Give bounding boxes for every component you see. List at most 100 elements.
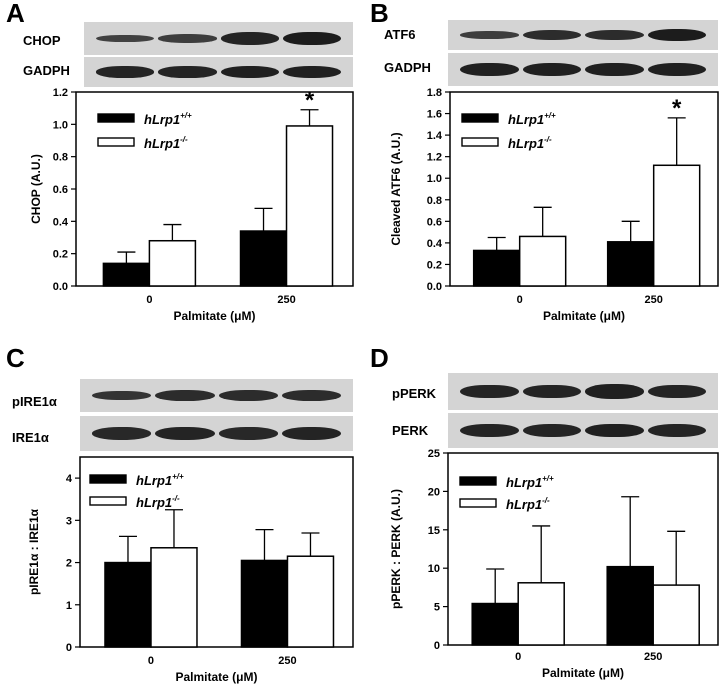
- blot-label-atf6: ATF6: [384, 27, 416, 42]
- y-tick-label: 0.8: [53, 152, 68, 164]
- blot-band: [585, 384, 644, 399]
- y-tick-label: 1.8: [427, 87, 442, 99]
- y-tick-label: 0: [66, 642, 72, 654]
- legend-label-wt: hLrp1+/+: [144, 111, 192, 127]
- bar-wt-250: [239, 230, 288, 287]
- blot-band: [158, 66, 217, 78]
- legend-superscript: -/-: [544, 135, 552, 144]
- legend-label-ko: hLrp1-/-: [144, 135, 188, 151]
- legend-swatch-ko: [461, 137, 499, 147]
- panel-d: D pPERK PERK 0 5 10 15 20 25 pPERK : PERK (A.U…: [362, 343, 723, 686]
- legend-superscript: +/+: [544, 111, 556, 120]
- bar-wt-250: [240, 559, 289, 648]
- legend-swatch-ko: [97, 137, 135, 147]
- legend-genotype: hLrp1: [144, 112, 180, 127]
- blot-band: [460, 423, 519, 438]
- y-axis-label: pPERK : PERK (A.U.): [389, 489, 403, 609]
- y-tick-label: 1: [66, 600, 72, 612]
- x-axis-label: Palmitate (μM): [175, 670, 257, 684]
- y-tick-label: 0.8: [427, 195, 442, 207]
- blot-label-pire1a: pIRE1α: [12, 394, 57, 409]
- bar-ko-0: [518, 235, 567, 287]
- panel-letter: B: [370, 0, 389, 28]
- y-tick-label: 0.4: [53, 216, 69, 228]
- bar-ko-250: [285, 125, 334, 287]
- y-tick-label: 0: [434, 640, 440, 652]
- y-tick-label: 15: [428, 525, 440, 537]
- x-tick-label: 0: [517, 294, 523, 306]
- legend-superscript: +/+: [180, 111, 192, 120]
- blot-label-gadph: GADPH: [23, 63, 70, 78]
- blot-band: [155, 389, 215, 402]
- panel-letter: D: [370, 343, 389, 373]
- western-blot-chop: [84, 22, 353, 55]
- blot-label-ire1a: IRE1α: [12, 430, 49, 445]
- y-tick-label: 10: [428, 563, 440, 575]
- blot-label-pperk: pPERK: [392, 386, 437, 401]
- x-axis-label: Palmitate (μM): [543, 309, 625, 323]
- blot-band: [218, 389, 278, 402]
- x-axis-label: Palmitate (μM): [173, 309, 255, 323]
- y-axis-label: Cleaved ATF6 (A.U.): [389, 132, 403, 245]
- western-blot-atf6: [448, 20, 718, 50]
- x-axis-label: Palmitate (μM): [542, 666, 624, 680]
- blot-band: [522, 423, 581, 438]
- blot-band: [460, 384, 519, 399]
- legend-genotype: hLrp1: [136, 473, 172, 488]
- legend-genotype: hLrp1: [508, 112, 544, 127]
- blot-label-gadph: GADPH: [384, 60, 431, 75]
- western-blot-gadph: [448, 53, 718, 86]
- blot-band: [220, 66, 279, 78]
- legend-label-ko: hLrp1-/-: [508, 135, 552, 151]
- panel-letter: A: [6, 0, 25, 28]
- y-tick-label: 1.0: [53, 119, 68, 131]
- blot-band: [522, 62, 581, 77]
- blot-band: [647, 62, 706, 77]
- x-tick-label: 0: [148, 655, 154, 667]
- bar-ko-250: [286, 555, 335, 648]
- blot-band: [585, 423, 644, 438]
- blot-band: [158, 34, 217, 43]
- blot-band: [647, 423, 706, 438]
- legend-label-wt: hLrp1+/+: [506, 474, 554, 490]
- blot-band: [522, 384, 581, 399]
- legend-label-wt: hLrp1+/+: [508, 111, 556, 127]
- significance-asterisk: *: [305, 87, 315, 114]
- legend-swatch-wt: [461, 113, 499, 123]
- legend-genotype: hLrp1: [144, 136, 180, 151]
- bar-chart-chop: 0.0 0.2 0.4 0.6 0.8 1.0 1.2 CHOP (A.U.) 0 * 250 Pal…: [29, 87, 354, 323]
- blot-band: [585, 62, 644, 77]
- y-tick-label: 25: [428, 448, 440, 460]
- blot-band: [155, 426, 215, 441]
- y-tick-label: 1.2: [427, 152, 442, 164]
- bar-ko-0: [517, 582, 565, 646]
- x-tick-label: 0: [146, 294, 152, 306]
- legend-superscript: -/-: [180, 135, 188, 144]
- y-tick-label: 0.0: [427, 281, 442, 293]
- blot-label-perk: PERK: [392, 423, 429, 438]
- y-tick-label: 3: [66, 515, 72, 527]
- x-tick-label: 250: [645, 294, 663, 306]
- legend-superscript: +/+: [542, 474, 554, 483]
- panel-b: B ATF6 GADPH 0.0 0.2 0.4 0.6 0.8 1.0 1.2 1.4 1.6…: [362, 0, 723, 343]
- y-tick-label: 0.2: [53, 249, 68, 261]
- y-tick-label: 1.2: [53, 87, 68, 99]
- western-blot-perk: [448, 413, 718, 448]
- y-tick-label: 0.6: [53, 184, 68, 196]
- panel-a: A CHOP GADPH 0.0 0.2 0.4 0.6 0.8 1.0 1.2 CHOP (…: [0, 0, 361, 343]
- bar-ko-250: [652, 584, 700, 646]
- plot-frame: [79, 456, 354, 648]
- blot-band: [282, 31, 341, 46]
- blot-band: [281, 426, 341, 441]
- panel-letter: C: [6, 343, 25, 373]
- panel-c: C pIRE1α IRE1α 0 1 2 3 4 pIRE1α : IRE1α 0 250 Pa…: [0, 343, 361, 686]
- legend-swatch-wt: [459, 476, 497, 486]
- bar-wt-0: [102, 262, 151, 287]
- bar-wt-250: [606, 241, 655, 287]
- blot-band: [281, 389, 341, 402]
- bar-ko-0: [150, 547, 198, 648]
- blot-band: [92, 390, 152, 401]
- western-blot-pperk: [448, 373, 718, 410]
- y-tick-label: 1.0: [427, 173, 442, 185]
- legend-swatch-wt: [97, 113, 135, 123]
